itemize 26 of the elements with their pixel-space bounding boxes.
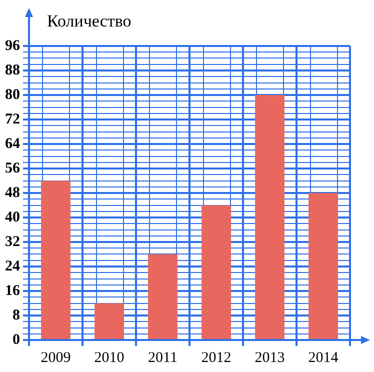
x-tick-label: 2012 [201, 350, 232, 366]
bar [255, 95, 284, 339]
x-tick-label: 2014 [308, 350, 339, 366]
bar [94, 303, 124, 339]
x-tick-label: 2011 [148, 350, 178, 366]
bar [41, 180, 70, 339]
y-tick-label: 96 [5, 38, 20, 54]
y-tick-label: 48 [5, 184, 20, 201]
y-tick-label: 24 [5, 258, 20, 274]
y-tick-label: 88 [5, 62, 20, 78]
bar [148, 254, 178, 339]
x-tick-label: 2013 [254, 350, 285, 366]
y-tick-label: 8 [12, 307, 20, 324]
y-tick-label: 72 [5, 111, 20, 128]
y-axis-title: Количество [47, 11, 132, 30]
y-tick-label: 0 [12, 332, 20, 348]
y-tick-label: 16 [5, 282, 20, 299]
y-tick-label: 32 [5, 234, 20, 250]
y-tick-label: 80 [5, 86, 20, 103]
y-tick-label: 64 [5, 136, 20, 152]
bar [308, 193, 338, 339]
y-tick-label: 56 [5, 160, 20, 176]
bar [202, 205, 231, 339]
y-tick-label: 40 [5, 209, 20, 226]
x-tick-label: 2009 [40, 350, 71, 366]
x-tick-label: 2010 [94, 350, 124, 366]
